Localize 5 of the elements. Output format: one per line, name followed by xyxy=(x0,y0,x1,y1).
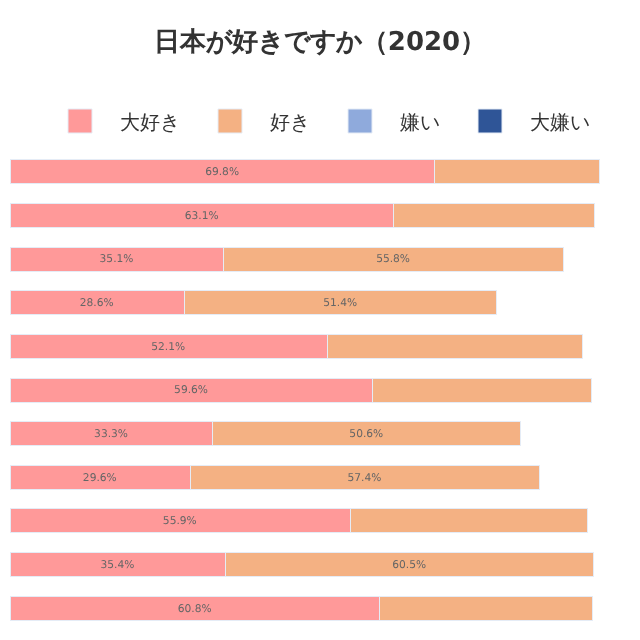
legend-label: 好き xyxy=(270,112,310,135)
legend-label: 大好き xyxy=(120,110,180,135)
legend-label: 嫌い xyxy=(400,110,440,135)
legend-label: 大嫌い xyxy=(530,110,590,135)
chart-title: 日本が好きですか（2020） xyxy=(153,28,487,59)
